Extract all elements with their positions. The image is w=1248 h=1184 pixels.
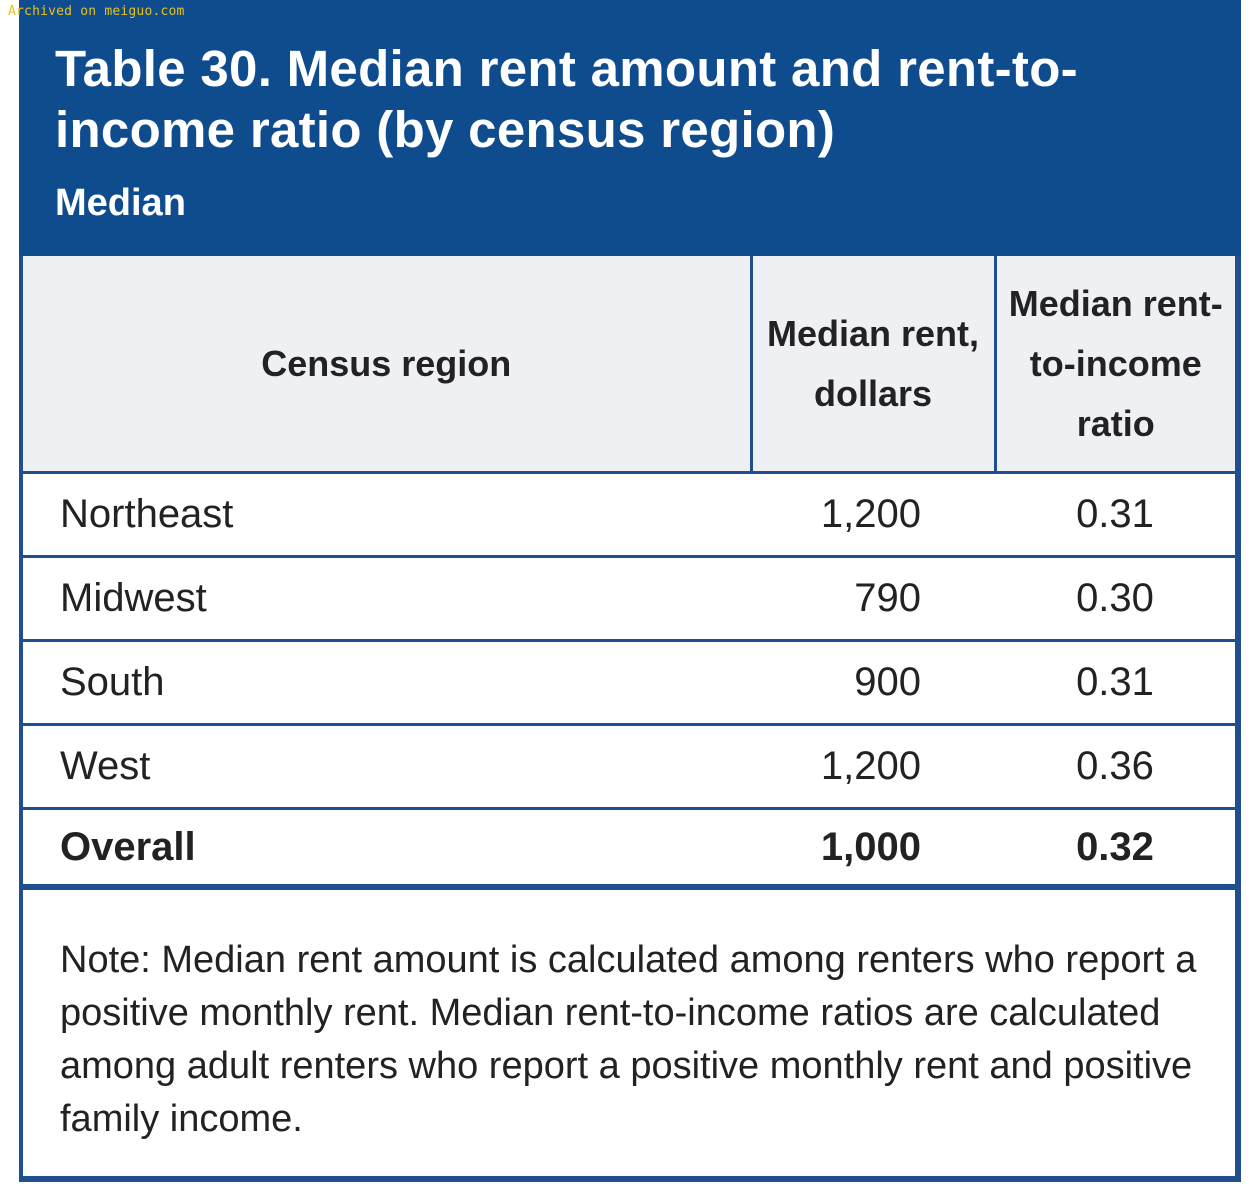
column-header-row: Census region Median rent, dollars Media… [23,256,1235,474]
table-frame: Table 30. Median rent amount and rent-to… [19,0,1241,1182]
column-header-ratio: Median rent-to-income ratio [993,256,1235,474]
data-table: Census region Median rent, dollars Media… [23,256,1235,889]
rent-cell: 790 [751,556,995,642]
ratio-cell: 0.31 [995,640,1235,726]
region-cell: South [23,640,751,726]
note-box: Note: Median rent amount is calculated a… [23,890,1235,1176]
ratio-cell: 0.31 [995,472,1235,558]
overall-ratio-cell: 0.32 [995,808,1235,889]
ratio-cell: 0.30 [995,556,1235,642]
rent-cell: 1,200 [751,724,995,810]
table-title: Table 30. Median rent amount and rent-to… [55,40,1078,158]
overall-region-cell: Overall [23,808,751,889]
ratio-cell: 0.36 [995,724,1235,810]
rent-cell: 900 [751,640,995,726]
watermark-text: Archived on meiguo.com [8,4,185,19]
column-header-region: Census region [23,256,751,474]
table-row: Northeast 1,200 0.31 [23,472,1235,558]
overall-row: Overall 1,000 0.32 [23,808,1235,889]
overall-rent-cell: 1,000 [751,808,995,889]
column-header-rent: Median rent, dollars [749,256,995,474]
table-row: Midwest 790 0.30 [23,556,1235,642]
table-row: West 1,200 0.36 [23,724,1235,810]
table-subtitle: Median [55,182,186,224]
table-header-banner: Table 30. Median rent amount and rent-to… [19,0,1241,256]
region-cell: Midwest [23,556,751,642]
table-row: South 900 0.31 [23,640,1235,726]
rent-cell: 1,200 [751,472,995,558]
table-note: Note: Median rent amount is calculated a… [60,939,1197,1140]
data-table-wrapper: Census region Median rent, dollars Media… [23,256,1235,889]
region-cell: Northeast [23,472,751,558]
region-cell: West [23,724,751,810]
